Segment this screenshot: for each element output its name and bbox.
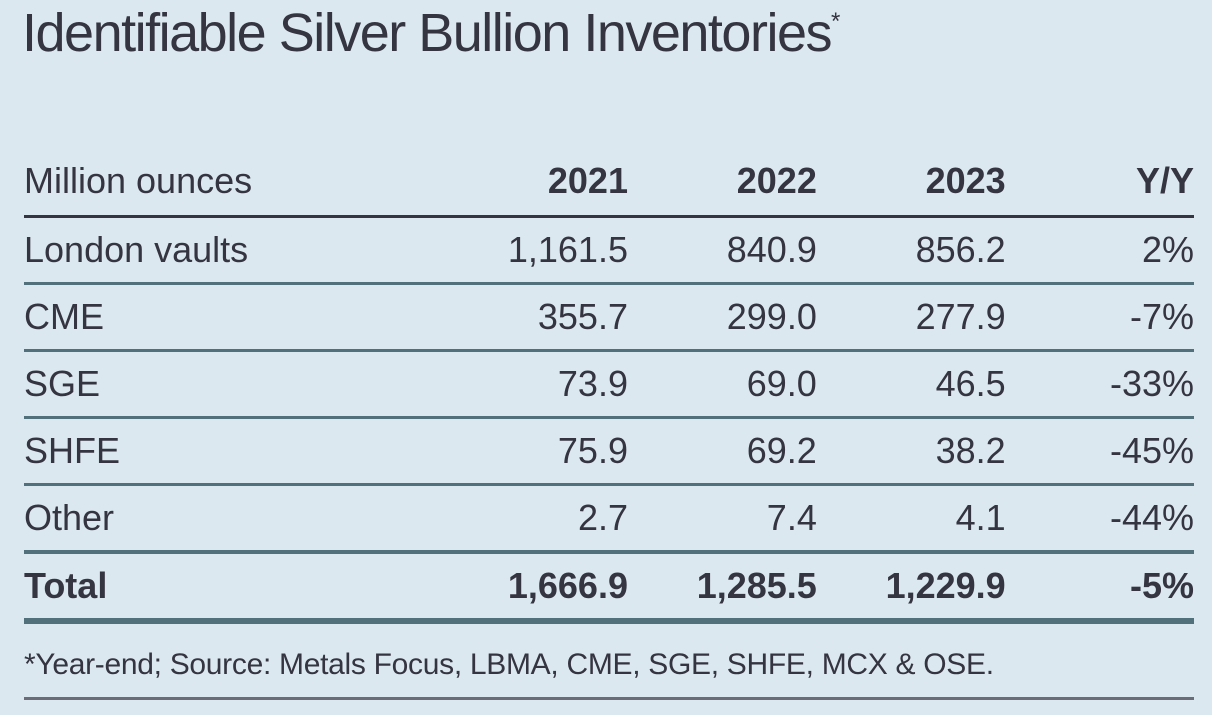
row-label: Other [24,484,440,553]
page-title: Identifiable Silver Bullion Inventories* [22,2,840,64]
cell-value: 69.0 [627,350,817,419]
total-value: 1,285.5 [627,549,817,624]
cell-value: 2.7 [439,484,628,553]
row-label: SGE [24,350,440,419]
cell-value: 7.4 [627,484,817,553]
row-label: CME [24,283,440,352]
cell-value: 69.2 [627,417,817,486]
cell-value: 856.2 [816,216,1006,285]
cell-value: 46.5 [816,350,1006,419]
row-label: London vaults [24,216,440,285]
table-row: SGE 73.9 69.0 46.5 -33% [24,350,1194,419]
total-row: Total 1,666.9 1,285.5 1,229.9 -5% [24,549,1194,624]
cell-value: 75.9 [439,417,628,486]
table-header-row: Million ounces 2021 2022 2023 Y/Y [24,148,1194,218]
unit-label: Million ounces [24,148,440,218]
total-value: 1,229.9 [816,549,1006,624]
cell-yoy: -7% [1005,283,1194,352]
bottom-divider [24,697,1194,700]
inventories-table: Million ounces 2021 2022 2023 Y/Y London… [24,148,1194,624]
cell-yoy: -45% [1005,417,1194,486]
cell-value: 1,161.5 [439,216,628,285]
row-label: SHFE [24,417,440,486]
table-row: CME 355.7 299.0 277.9 -7% [24,283,1194,352]
column-header-2023: 2023 [816,148,1006,218]
table-row: London vaults 1,161.5 840.9 856.2 2% [24,216,1194,285]
cell-yoy: 2% [1005,216,1194,285]
cell-value: 277.9 [816,283,1006,352]
total-label: Total [24,549,440,624]
cell-value: 38.2 [816,417,1006,486]
title-text: Identifiable Silver Bullion Inventories [22,3,832,63]
cell-value: 299.0 [627,283,817,352]
cell-value: 355.7 [439,283,628,352]
table-row: Other 2.7 7.4 4.1 -44% [24,484,1194,553]
cell-value: 73.9 [439,350,628,419]
table-row: SHFE 75.9 69.2 38.2 -45% [24,417,1194,486]
column-header-2021: 2021 [439,148,628,218]
source-footnote: *Year-end; Source: Metals Focus, LBMA, C… [24,648,994,681]
cell-yoy: -33% [1005,350,1194,419]
column-header-yoy: Y/Y [1005,148,1194,218]
cell-value: 4.1 [816,484,1006,553]
cell-yoy: -44% [1005,484,1194,553]
column-header-2022: 2022 [627,148,817,218]
total-value: 1,666.9 [439,549,628,624]
cell-value: 840.9 [627,216,817,285]
footnote-marker: * [830,8,840,35]
total-yoy: -5% [1005,549,1194,624]
